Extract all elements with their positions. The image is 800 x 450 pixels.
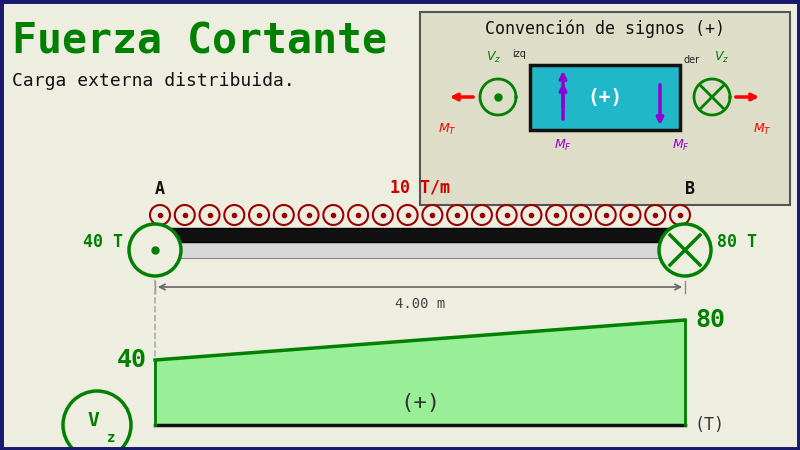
Text: Carga externa distribuida.: Carga externa distribuida. (12, 72, 294, 90)
Text: V: V (87, 411, 99, 431)
Text: $M_T$: $M_T$ (438, 122, 456, 137)
Bar (155, 242, 685, 258)
Text: 80 T: 80 T (717, 233, 757, 251)
Circle shape (63, 391, 131, 450)
Text: izq: izq (512, 49, 526, 59)
Text: $M_T$: $M_T$ (753, 122, 771, 137)
Polygon shape (155, 320, 685, 425)
Text: 40 T: 40 T (83, 233, 123, 251)
Text: $V_z$: $V_z$ (714, 50, 730, 65)
Text: B: B (685, 180, 695, 198)
Text: $M_F$: $M_F$ (672, 138, 690, 153)
Text: (T): (T) (695, 416, 725, 434)
Bar (155, 228, 685, 242)
Bar (420, 12, 790, 205)
Text: $M_F$: $M_F$ (554, 138, 572, 153)
Bar (530, 65, 680, 130)
Text: (+): (+) (587, 88, 622, 107)
Text: Fuerza Cortante: Fuerza Cortante (12, 20, 387, 62)
Circle shape (129, 224, 181, 276)
Text: A: A (155, 180, 165, 198)
Text: (+): (+) (400, 392, 440, 413)
Text: der: der (684, 55, 700, 65)
Text: Convención de signos (+): Convención de signos (+) (485, 20, 725, 39)
Text: 40: 40 (117, 348, 147, 372)
Text: 4.00 m: 4.00 m (395, 297, 445, 311)
Circle shape (659, 224, 711, 276)
Text: 80: 80 (695, 308, 725, 332)
Text: 10 T/m: 10 T/m (390, 178, 450, 196)
Text: z: z (107, 431, 115, 445)
Text: $V_z$: $V_z$ (486, 50, 502, 65)
